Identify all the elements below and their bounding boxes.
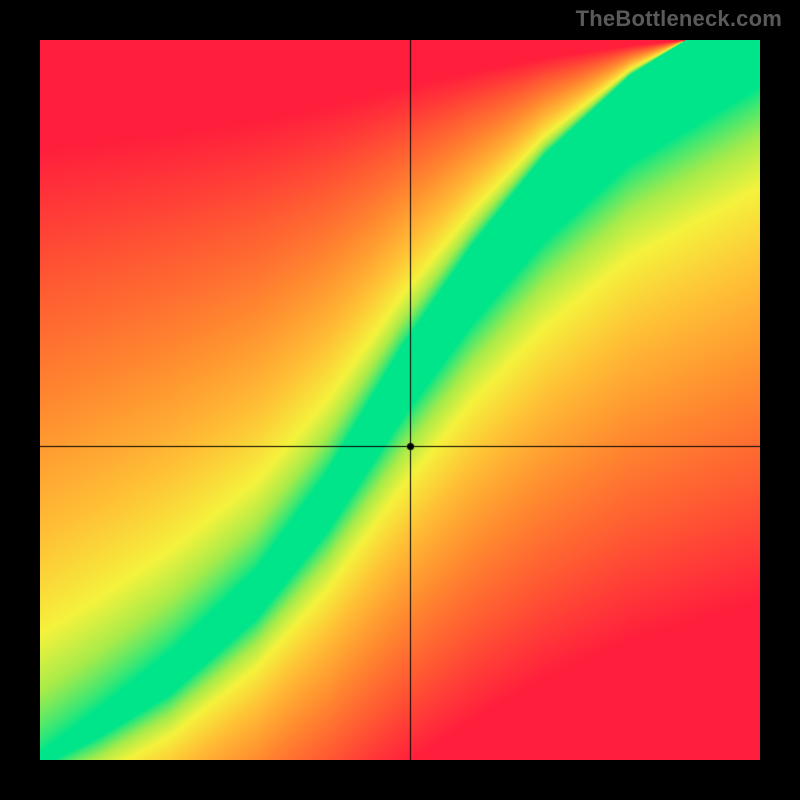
- watermark-text: TheBottleneck.com: [576, 6, 782, 32]
- chart-stage: TheBottleneck.com: [0, 0, 800, 800]
- bottleneck-heatmap: [40, 40, 760, 760]
